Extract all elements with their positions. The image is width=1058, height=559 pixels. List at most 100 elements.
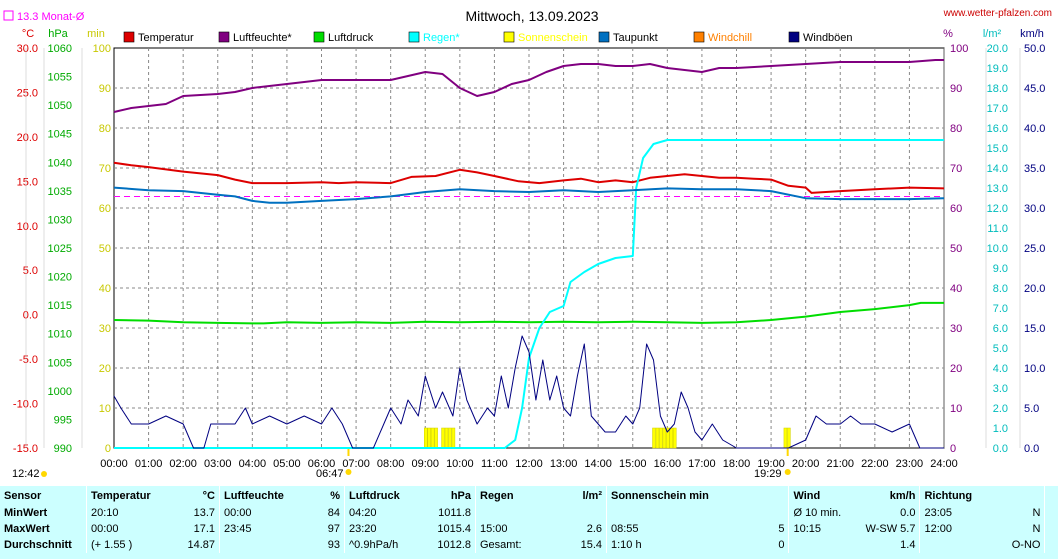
legend-swatch bbox=[503, 31, 515, 43]
x-tick-label: 13:00 bbox=[550, 458, 578, 470]
wind-tick-label: 10.0 bbox=[1024, 363, 1045, 375]
legend-label: Taupunkt bbox=[613, 32, 658, 44]
hdr-press-unit: hPa bbox=[450, 489, 471, 502]
chart-title: Mittwoch, 13.09.2023 bbox=[465, 8, 598, 24]
x-tick-label: 18:00 bbox=[723, 458, 751, 470]
legend-label: Windchill bbox=[708, 32, 752, 44]
sunshine-bar bbox=[441, 427, 445, 449]
hdr-dir-val bbox=[978, 486, 1045, 505]
cell-temp-val: 17.1 bbox=[193, 523, 215, 535]
wind-tick-label: 0.0 bbox=[1024, 443, 1039, 455]
cell-sun-time bbox=[606, 505, 740, 521]
site-link[interactable]: www.wetter-pfalzen.com bbox=[943, 8, 1052, 19]
wind-tick-label: 25.0 bbox=[1024, 243, 1045, 255]
wind-tick-label: 15.0 bbox=[1024, 323, 1045, 335]
rain-tick-label: 2.0 bbox=[993, 403, 1008, 415]
cell-wind-val: 1.4 bbox=[900, 539, 916, 551]
rain-tick-label: 11.0 bbox=[987, 223, 1008, 235]
legend-label: Luftfeuchte* bbox=[233, 32, 292, 44]
cell-wind-time: Ø 10 min. bbox=[788, 505, 856, 521]
pressure-tick-label: 1045 bbox=[48, 129, 72, 141]
minutes-tick-label: 60 bbox=[99, 203, 111, 215]
stats-panel: Sensor Temperatur °C Luftfeuchte % Luftd… bbox=[0, 486, 1058, 559]
pressure-tick-label: 1030 bbox=[48, 214, 72, 226]
x-tick-label: 19:00 bbox=[757, 458, 785, 470]
rain-tick-label: 1.0 bbox=[993, 423, 1008, 435]
hdr-wind: Wind bbox=[788, 486, 856, 505]
legend-label: Windböen bbox=[803, 32, 853, 44]
cell-press-time: 23:20 bbox=[344, 521, 427, 537]
cell-hum-time: 00:00 bbox=[219, 505, 306, 521]
cell-rain-val: 2.6 bbox=[586, 523, 602, 535]
hdr-temp-unit: °C bbox=[202, 489, 215, 502]
hdr-filler bbox=[1044, 486, 1058, 505]
x-tick-label: 17:00 bbox=[688, 458, 716, 470]
cell-rain-time: Gesamt: bbox=[475, 537, 560, 553]
pressure-tick-label: 1015 bbox=[48, 300, 72, 312]
cell-press-val: 1011.8 bbox=[438, 507, 471, 519]
row-label: Durchschnitt bbox=[4, 539, 72, 551]
cell-hum-val: 84 bbox=[327, 507, 340, 519]
legend-label: Luftdruck bbox=[328, 32, 374, 44]
cell-sun-val: 0 bbox=[778, 539, 785, 551]
pressure-tick-label: 995 bbox=[54, 414, 72, 426]
minutes-tick-label: 100 bbox=[93, 43, 111, 55]
x-tick-label: 21:00 bbox=[826, 458, 854, 470]
sunshine-bar bbox=[427, 427, 431, 449]
rain-tick-label: 18.0 bbox=[987, 83, 1008, 95]
rain-tick-label: 14.0 bbox=[987, 163, 1008, 175]
cell-temp-time: 20:10 bbox=[86, 505, 181, 521]
wind-tick-label: 5.0 bbox=[1024, 403, 1039, 415]
x-tick-label: 07:00 bbox=[342, 458, 370, 470]
humidity-tick-label: 20 bbox=[950, 363, 962, 375]
x-tick-label: 08:00 bbox=[377, 458, 405, 470]
sunshine-bar bbox=[430, 427, 435, 449]
legend-swatch bbox=[693, 31, 705, 43]
stats-row-avg: Durchschnitt (+ 1.55 ) 14.87 93 ^0.9hPa/… bbox=[0, 537, 1058, 553]
pressure-tick-label: 1000 bbox=[48, 386, 72, 398]
humidity-tick-label: 50 bbox=[950, 243, 962, 255]
x-tick-label: 24:00 bbox=[930, 458, 958, 470]
hdr-rain-unit: l/m² bbox=[582, 489, 602, 502]
wind-tick-label: 50.0 bbox=[1024, 43, 1045, 55]
sunrise-icon bbox=[345, 469, 352, 475]
pressure-tick-label: 1025 bbox=[48, 243, 72, 255]
cell-hum-time: 23:45 bbox=[219, 521, 306, 537]
cell-sun-time: 1:10 h bbox=[606, 537, 740, 553]
x-tick-label: 06:00 bbox=[308, 458, 336, 470]
rain-tick-label: 15.0 bbox=[987, 143, 1008, 155]
temp-tick-label: -10.0 bbox=[13, 399, 38, 411]
sunshine-bar bbox=[451, 427, 456, 449]
legend-swatch bbox=[218, 31, 230, 43]
x-tick-label: 14:00 bbox=[584, 458, 612, 470]
rain-tick-label: 0.0 bbox=[993, 443, 1008, 455]
unit-wind: km/h bbox=[1020, 28, 1044, 40]
hdr-sun: Sonnenschein min bbox=[605, 486, 789, 505]
cell-filler bbox=[1044, 505, 1058, 521]
cell-wind-val: 0.0 bbox=[900, 507, 916, 519]
rain-tick-label: 16.0 bbox=[987, 123, 1008, 135]
temp-tick-label: 10.0 bbox=[17, 221, 38, 233]
legend-label: Sonnenschein bbox=[518, 32, 588, 44]
x-tick-label: 05:00 bbox=[273, 458, 301, 470]
cell-rain-time: 15:00 bbox=[475, 521, 560, 537]
sunshine-bar bbox=[662, 427, 667, 449]
sunshine-bar bbox=[655, 427, 660, 449]
rain-tick-label: 4.0 bbox=[993, 363, 1008, 375]
temp-tick-label: 25.0 bbox=[17, 87, 38, 99]
temp-tick-label: 15.0 bbox=[17, 176, 38, 188]
temp-tick-label: 30.0 bbox=[17, 43, 38, 55]
wind-tick-label: 45.0 bbox=[1024, 83, 1045, 95]
cell-press-time: 04:20 bbox=[344, 505, 427, 521]
series-line-luftdruck bbox=[113, 301, 944, 325]
rain-tick-label: 3.0 bbox=[993, 383, 1008, 395]
unit-rain: l/m² bbox=[983, 28, 1002, 40]
temp-tick-label: 20.0 bbox=[17, 132, 38, 144]
sunshine-bar bbox=[448, 427, 452, 449]
cell-dir-val: O-NO bbox=[1011, 539, 1041, 551]
cell-filler bbox=[1044, 537, 1058, 553]
pressure-tick-label: 1060 bbox=[48, 43, 72, 55]
sunrise-time: 06:47 bbox=[316, 468, 344, 480]
series-line-taupunkt bbox=[113, 186, 945, 204]
minutes-tick-label: 80 bbox=[99, 123, 111, 135]
